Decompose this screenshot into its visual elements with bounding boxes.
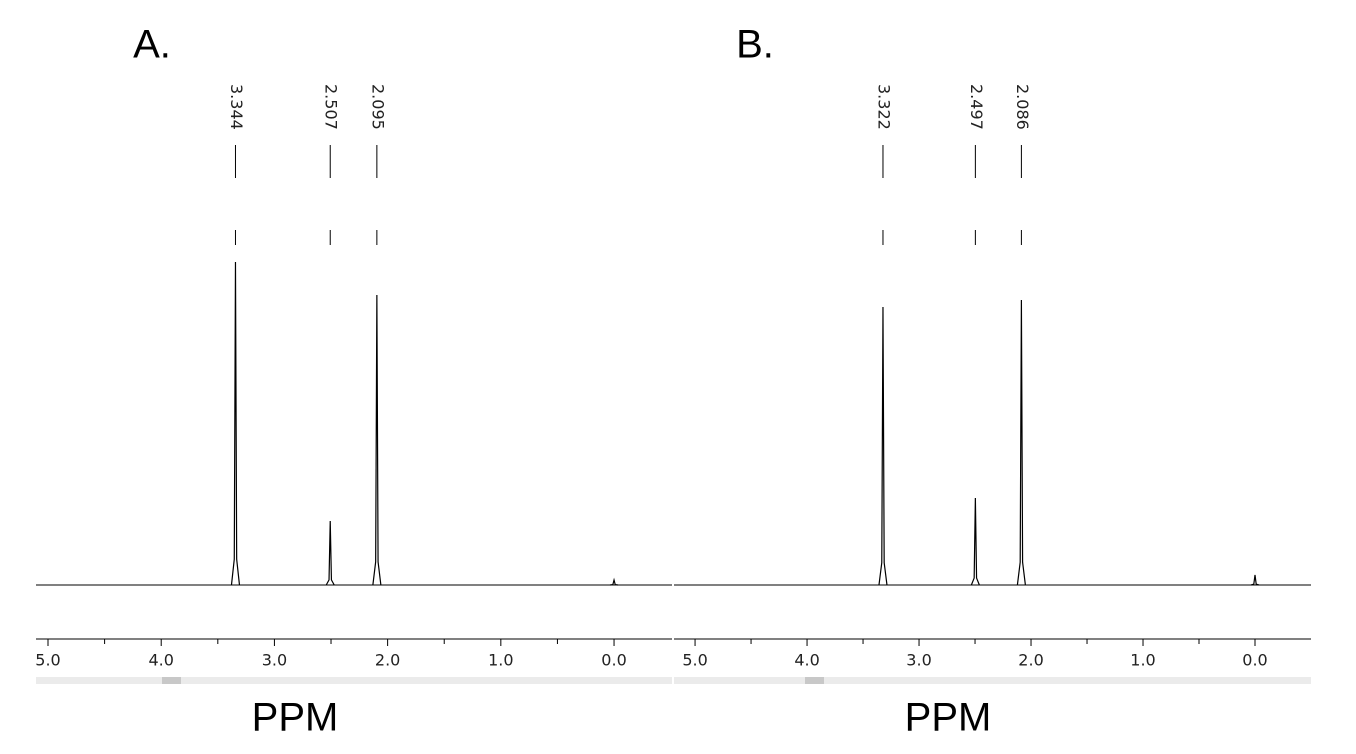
x-tick-label: 0.0 xyxy=(601,651,626,670)
panel-title: B. xyxy=(736,23,774,67)
x-tick-label: 5.0 xyxy=(35,651,60,670)
x-axis-label: PPM xyxy=(905,696,992,740)
scrollbar-thumb[interactable] xyxy=(162,677,181,684)
x-tick-label: 1.0 xyxy=(1130,651,1155,670)
peak xyxy=(1250,574,1260,586)
peak xyxy=(970,497,980,586)
peak-label: 2.497 xyxy=(967,84,986,130)
x-axis-label: PPM xyxy=(252,696,339,740)
x-tick-label: 3.0 xyxy=(262,651,287,670)
peak xyxy=(325,520,335,586)
peak-label: 2.095 xyxy=(368,84,387,130)
peak xyxy=(230,261,241,586)
x-tick-label: 4.0 xyxy=(794,651,819,670)
x-tick-label: 0.0 xyxy=(1242,651,1267,670)
peak-label: 2.507 xyxy=(322,84,341,130)
x-tick-label: 3.0 xyxy=(906,651,931,670)
peak-label: 3.322 xyxy=(874,84,893,130)
peak-label: 2.086 xyxy=(1013,84,1032,130)
scrollbar-thumb[interactable] xyxy=(805,677,824,684)
x-tick-label: 2.0 xyxy=(1018,651,1043,670)
x-tick-label: 1.0 xyxy=(488,651,513,670)
x-tick-label: 2.0 xyxy=(375,651,400,670)
scrollbar-track xyxy=(36,677,672,684)
peak xyxy=(1016,299,1026,586)
peak xyxy=(878,306,888,586)
peak xyxy=(609,577,619,586)
panel-title: A. xyxy=(133,23,171,67)
peak xyxy=(372,294,382,586)
x-tick-label: 5.0 xyxy=(682,651,707,670)
scrollbar-track xyxy=(674,677,1311,684)
peak-label: 3.344 xyxy=(227,84,246,130)
x-tick-label: 4.0 xyxy=(148,651,173,670)
